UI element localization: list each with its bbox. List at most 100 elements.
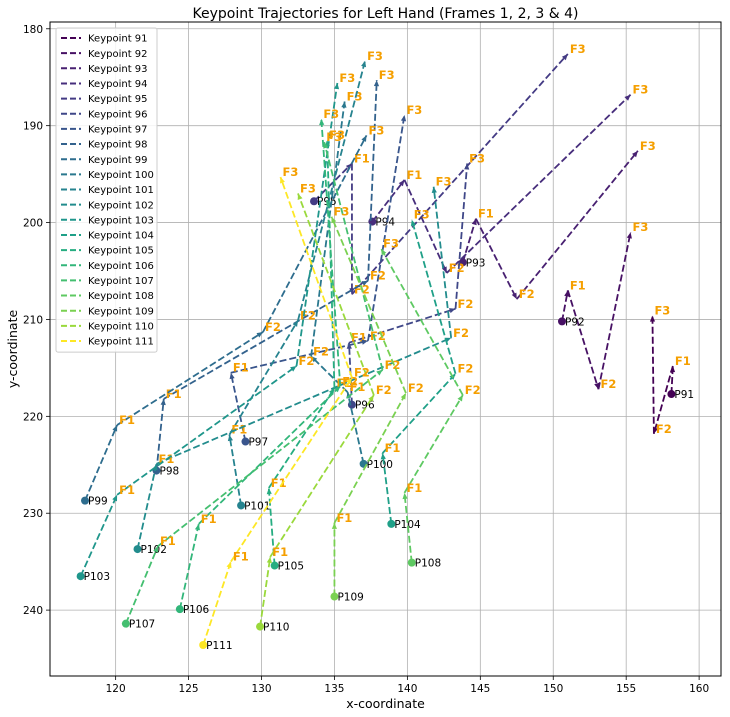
frame-label: F1	[231, 423, 247, 437]
start-point-marker	[310, 197, 319, 206]
frame-label: F2	[299, 354, 315, 368]
x-tick-label: 150	[543, 683, 563, 695]
trajectory-segment	[279, 176, 353, 378]
start-point-marker	[81, 496, 90, 505]
arrow-head	[266, 488, 272, 495]
frame-label: F2	[458, 297, 474, 311]
start-point-marker	[133, 545, 142, 554]
start-point-marker	[458, 258, 467, 267]
start-point-marker	[76, 572, 85, 581]
arrow-head	[449, 308, 456, 314]
arrow-head	[511, 292, 517, 300]
grid-layer	[50, 22, 721, 676]
y-tick-label: 240	[23, 605, 43, 617]
start-point-marker	[558, 317, 567, 326]
point-label: P100	[367, 459, 393, 471]
arrow-head	[227, 434, 233, 442]
arrow-head	[361, 280, 368, 286]
arrow-head	[112, 425, 118, 432]
series-p108: F1 F2 F3 P108	[380, 237, 481, 570]
start-point-marker	[237, 501, 246, 510]
frame-label: F1	[350, 380, 366, 394]
legend-entry: Keypoint 106	[88, 261, 154, 272]
legend-entry: Keypoint 98	[88, 140, 148, 151]
trajectory-segment	[178, 523, 200, 610]
arrow-head	[376, 369, 383, 376]
frame-label: F3	[633, 83, 649, 97]
legend-entry: Keypoint 104	[88, 231, 154, 242]
legend-entry: Keypoint 95	[88, 94, 148, 105]
point-label: P106	[183, 604, 210, 616]
trajectory-segment	[597, 232, 632, 390]
legend-entry: Keypoint 108	[88, 291, 154, 302]
arrow-head	[311, 356, 318, 363]
legend-entry: Keypoint 94	[88, 79, 148, 90]
frame-label: F1	[119, 413, 135, 427]
trajectory-segment	[371, 179, 406, 223]
arrow-head	[410, 219, 416, 227]
arrow-head	[632, 150, 638, 158]
legend-box	[55, 27, 158, 353]
legend-entry: Keypoint 99	[88, 155, 148, 166]
x-tick-label: 155	[616, 683, 636, 695]
arrow-head	[329, 388, 335, 395]
series-layer: F1F2F3P91F1F2F3P92F1F2F3P93F1F2F3P94F1F2…	[76, 42, 694, 652]
arrow-head	[331, 216, 337, 224]
trajectory-segment	[156, 337, 452, 465]
plot-frame	[49, 21, 722, 677]
point-label: P108	[415, 558, 441, 570]
frame-label: F1	[478, 207, 494, 221]
frame-label: F1	[233, 361, 249, 375]
arrow-head	[323, 142, 329, 149]
frame-label: F1	[406, 481, 422, 495]
trajectory-segment	[116, 365, 298, 496]
frame-label: F3	[347, 89, 363, 103]
arrow-head	[280, 177, 285, 184]
legend-entry: Keypoint 97	[88, 125, 148, 136]
point-label: P93	[466, 257, 486, 269]
series-p104: F1 F2 F3 P104	[380, 208, 473, 531]
frame-label: F1	[406, 168, 422, 182]
arrow-head	[319, 118, 325, 126]
frame-label: F2	[453, 326, 469, 340]
trajectory-segment	[320, 118, 342, 387]
y-tick-label: 230	[23, 508, 43, 520]
frame-label: F2	[376, 383, 392, 397]
arrow-head	[464, 163, 470, 170]
frame-label: F2	[313, 344, 329, 358]
arrow-head	[266, 556, 272, 564]
x-tick-label: 135	[324, 683, 344, 695]
frame-label: F3	[406, 103, 422, 117]
trajectory-segment	[432, 186, 453, 338]
series-p103: F1 F2 F3 P103	[76, 71, 355, 583]
start-point-marker	[330, 592, 339, 601]
trajectory-segment	[79, 494, 118, 577]
frame-label: F3	[326, 130, 342, 144]
start-point-marker	[175, 605, 184, 614]
arrow-head	[153, 546, 159, 553]
series-p94: F1 F2 F3 P94	[368, 83, 648, 275]
x-tick-label: 125	[179, 683, 199, 695]
arrow-head	[626, 232, 632, 239]
frame-label: F3	[633, 220, 649, 234]
legend-entry: Keypoint 93	[88, 64, 148, 75]
trajectory-segment	[446, 94, 632, 274]
chart-title: Keypoint Trajectories for Left Hand (Fra…	[193, 6, 579, 22]
trajectory-segment	[333, 392, 407, 524]
trajectory-segment	[566, 290, 600, 390]
arrow-head	[457, 395, 463, 402]
legend-entry: Keypoint 105	[88, 246, 154, 257]
frame-label: F2	[370, 269, 386, 283]
point-label: P110	[263, 622, 289, 634]
trajectory-segment	[297, 60, 366, 321]
start-point-marker	[387, 519, 396, 528]
series-p106: F1 F2 F3 P106	[175, 107, 358, 616]
start-point-marker	[199, 640, 208, 649]
frame-label: F3	[329, 128, 345, 142]
frame-label: F2	[385, 358, 401, 372]
trajectory-segment	[381, 453, 393, 524]
point-label: P99	[88, 496, 108, 508]
frame-label: F1	[271, 476, 287, 490]
